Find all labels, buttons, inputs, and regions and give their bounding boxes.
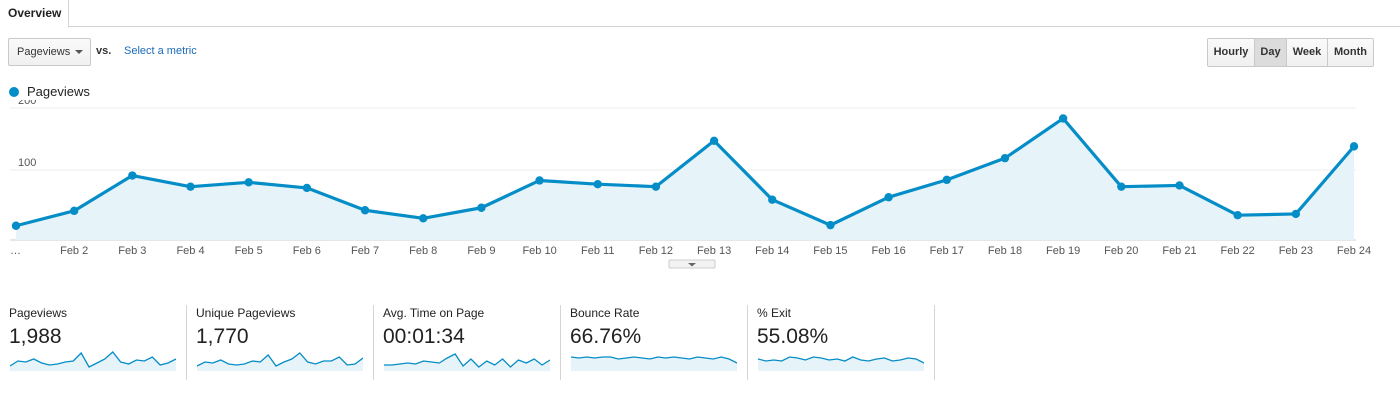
x-tick-label: Feb 11 [581,245,614,257]
tab-bar: Overview [0,0,1400,28]
scorecard-value: 55.08% [757,325,829,348]
scorecard-bounce-rate[interactable]: Bounce Rate 66.76% [561,305,748,380]
x-tick-label: Feb 9 [467,245,495,257]
data-point [419,214,428,223]
week-button[interactable]: Week [1287,39,1328,66]
data-point [768,195,777,204]
pageviews-chart: 100 200 … Feb 2 Feb 3 Feb 4 Feb 5 Feb 6 Feb 7 Feb… [10,100,1371,269]
x-tick-label: Feb 22 [1221,245,1255,257]
sparkline [197,352,363,371]
x-tick-label: Feb 2 [60,245,88,257]
data-point [186,182,195,191]
x-tick-label: Feb 21 [1162,245,1196,257]
x-tick-label: Feb 6 [293,245,321,257]
data-point [477,203,486,212]
x-tick-label: Feb 13 [697,245,731,257]
data-point [1058,114,1068,123]
data-point [535,176,544,185]
legend-label: Pageviews [27,84,90,99]
legend-dot-icon [9,86,19,97]
x-tick-label: Feb 15 [813,245,847,257]
sparkline [10,351,176,371]
scorecard-value: 00:01:34 [383,325,465,348]
hourly-button[interactable]: Hourly [1208,39,1255,66]
chevron-down-icon [75,50,83,54]
x-tick-label: Feb 12 [639,245,673,257]
scorecard-value: 66.76% [570,325,642,348]
metric-dropdown-label: Pageviews [17,46,71,58]
granularity-toggle: Hourly Day Week Month [1207,38,1374,67]
x-tick-label: Feb 3 [118,245,146,257]
chart-legend: Pageviews [9,84,90,99]
sparkline-area [571,357,737,371]
data-point [942,175,951,185]
scorecard-value: 1,770 [196,325,249,348]
sparkline-area [197,353,363,371]
x-tick-label: Feb 10 [522,245,556,257]
x-tick-label: Feb 5 [235,245,263,257]
series-area [16,118,1354,240]
x-tick-label: Feb 23 [1279,245,1313,257]
data-point [1291,209,1301,219]
scorecard-label: Bounce Rate [570,306,640,320]
data-point [1349,142,1359,151]
scorecard-label: Avg. Time on Page [383,306,485,320]
vs-label: vs. [96,45,112,57]
data-point [1117,182,1126,191]
data-point [1233,211,1242,220]
scorecard-unique-pageviews[interactable]: Unique Pageviews 1,770 [187,305,374,380]
x-tick-label: Feb 24 [1337,245,1371,257]
scorecard-avg-time-on-page[interactable]: Avg. Time on Page 00:01:34 [374,305,561,380]
x-tick-label: Feb 19 [1046,245,1080,257]
data-point [128,171,137,180]
data-point [302,183,312,193]
scorecard-label: Pageviews [9,306,68,320]
scorecard-value: 1,988 [9,325,62,348]
sparkline [571,356,737,371]
month-button[interactable]: Month [1328,39,1373,66]
sparkline [384,353,550,371]
data-point [69,206,79,216]
x-tick-label: … [10,245,21,257]
data-point [360,206,370,215]
x-tick-label: Feb 18 [988,245,1022,257]
sparkline-area [10,352,176,371]
data-point [244,178,253,187]
sparkline-line [384,353,550,368]
scorecards: Pageviews 1,988 Unique Pageviews 1,770 A… [0,305,935,380]
scorecard-exit-rate[interactable]: % Exit 55.08% [748,305,935,380]
data-point [1175,181,1184,190]
scorecard-label: Unique Pageviews [196,306,296,320]
day-button[interactable]: Day [1255,39,1287,66]
data-point [1000,153,1010,163]
x-tick-label: Feb 17 [930,245,964,257]
sparkline-line [571,356,737,364]
series-line [15,116,1356,228]
data-point [884,193,893,202]
x-tick-label: Feb 8 [409,245,437,257]
sparkline-line [10,351,176,368]
sparkline-area [758,357,924,371]
data-point [709,136,719,145]
data-point [651,182,661,191]
sparkline-line [758,356,924,364]
x-tick-label: Feb 7 [351,245,379,257]
data-point [826,220,835,230]
tab-overview[interactable]: Overview [0,0,69,28]
metric-dropdown[interactable]: Pageviews [8,38,91,66]
y-tick-label: 100 [18,157,36,169]
data-point [11,221,21,230]
y-tick-label: 200 [18,100,36,107]
x-tick-label: Feb 4 [176,245,204,257]
x-tick-label: Feb 14 [755,245,789,257]
data-point [593,180,602,189]
scorecard-pageviews[interactable]: Pageviews 1,988 [0,305,187,380]
select-metric-link[interactable]: Select a metric [124,45,197,57]
scorecard-label: % Exit [757,306,792,320]
sparkline [758,356,924,371]
sparkline-line [197,352,363,367]
x-tick-label: Feb 16 [871,245,905,257]
x-tick-label: Feb 20 [1104,245,1138,257]
chevron-down-icon [688,263,696,267]
